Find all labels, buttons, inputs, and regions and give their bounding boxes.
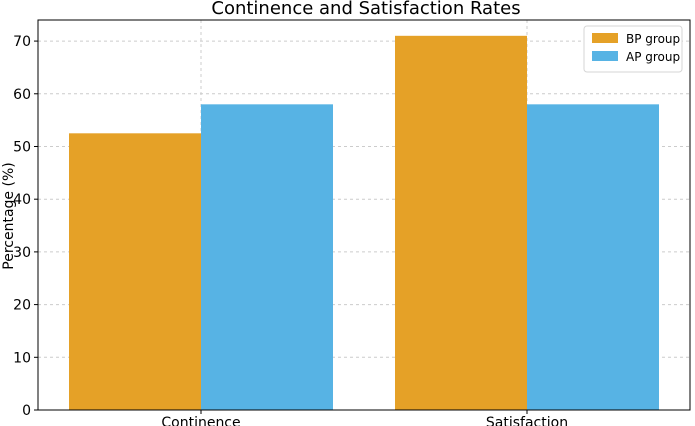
y-axis-title: Percentage (%) [1, 162, 17, 269]
chart-title: Continence and Satisfaction Rates [211, 0, 520, 19]
y-tick-label: 30 [13, 245, 31, 261]
x-tick-label: Satisfaction [486, 415, 568, 426]
bars [69, 35, 659, 411]
bar-ap-group-satisfaction [527, 104, 659, 410]
y-tick-label: 40 [13, 192, 31, 208]
plot-border [37, 19, 691, 411]
legend-swatch [592, 33, 618, 43]
x-axis-ticks: Continence Satisfaction [161, 410, 568, 426]
bar-bp-group-continence [69, 133, 201, 411]
y-axis-ticks: 0 10 20 30 40 50 60 70 [13, 34, 38, 419]
y-tick-label: 10 [13, 350, 31, 366]
y-tick-label: 70 [13, 34, 31, 50]
x-tick-label: Continence [161, 415, 240, 426]
legend-swatch [592, 51, 618, 61]
bar-bp-group-satisfaction [395, 35, 527, 410]
y-tick-label: 50 [13, 139, 31, 155]
legend-label: AP group [626, 50, 680, 64]
plot-frame [37, 19, 691, 411]
bar-ap-group-continence [201, 104, 333, 410]
y-tick-label: 20 [13, 298, 31, 314]
y-tick-label: 0 [22, 403, 31, 419]
legend: BP group AP group [583, 25, 683, 73]
legend-label: BP group [626, 32, 680, 46]
y-tick-label: 60 [13, 87, 31, 103]
